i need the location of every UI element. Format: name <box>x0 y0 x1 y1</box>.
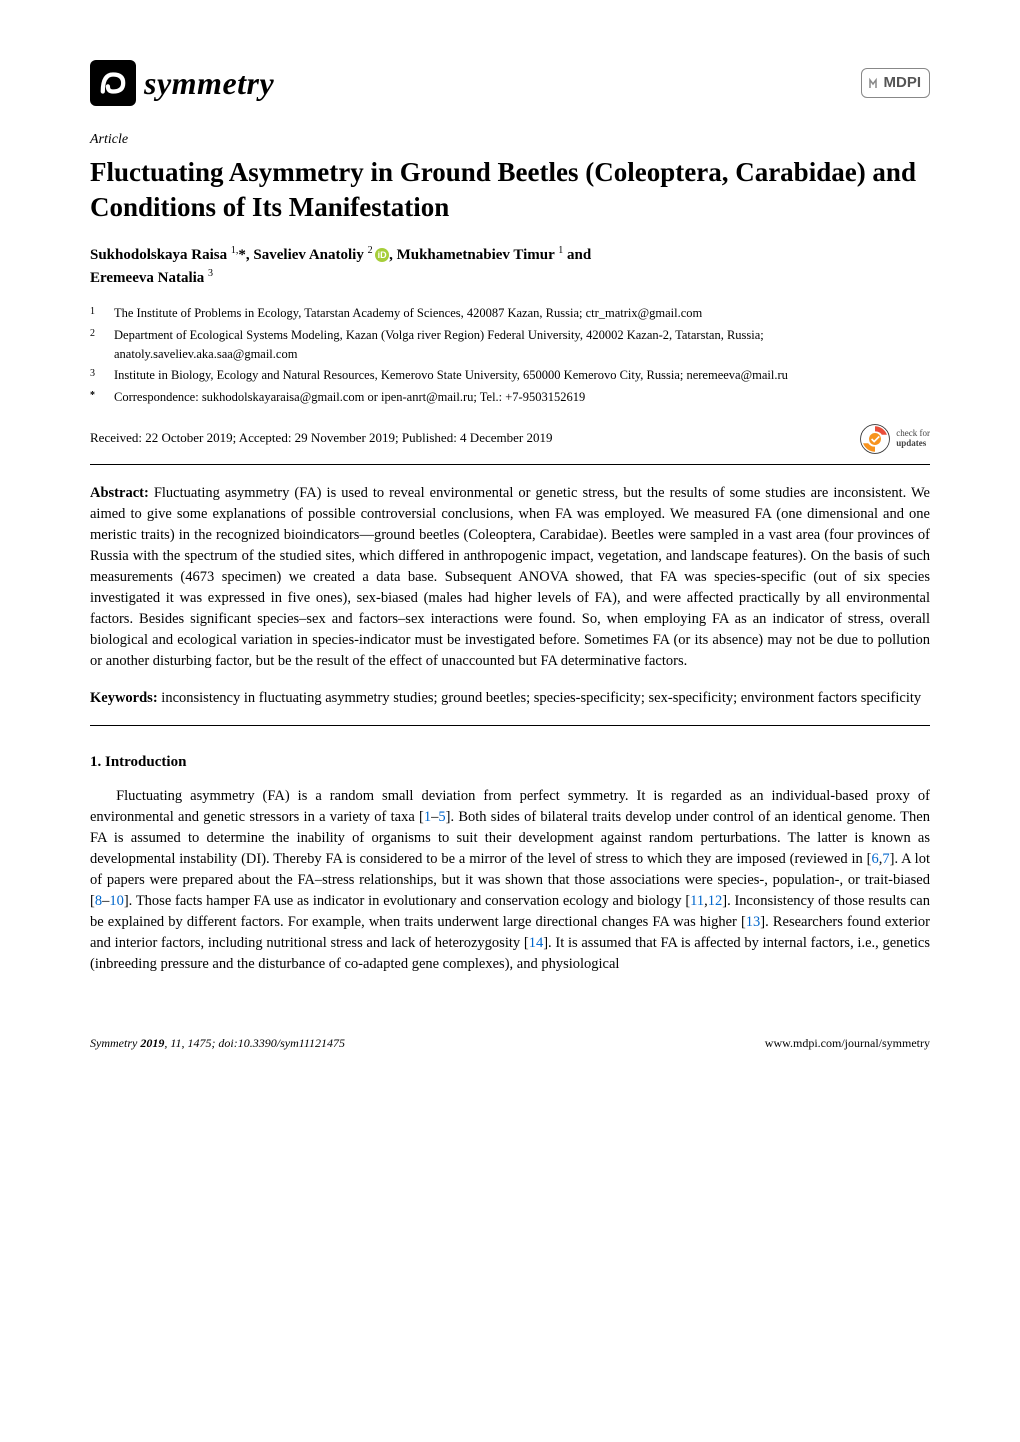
affiliation-1: 1 The Institute of Problems in Ecology, … <box>90 304 930 324</box>
affiliation-marker: 3 <box>90 368 95 379</box>
keywords-text: inconsistency in fluctuating asymmetry s… <box>158 690 921 706</box>
affiliation-text: The Institute of Problems in Ecology, Ta… <box>114 304 930 324</box>
citation-link[interactable]: 8 <box>95 893 102 909</box>
authors-and: and <box>563 247 591 263</box>
citation-link[interactable]: 14 <box>529 935 544 951</box>
check-updates-icon <box>858 422 892 456</box>
footer-citation: Symmetry 2019, 11, 1475; doi:10.3390/sym… <box>90 1035 345 1052</box>
page-footer: Symmetry 2019, 11, 1475; doi:10.3390/sym… <box>90 1035 930 1052</box>
article-title: Fluctuating Asymmetry in Ground Beetles … <box>90 155 930 225</box>
citation-link[interactable]: 12 <box>708 893 723 909</box>
check-for-updates[interactable]: check for updates <box>858 422 930 456</box>
citation-link[interactable]: 5 <box>438 809 445 825</box>
symmetry-logo-icon <box>90 60 136 106</box>
journal-name: symmetry <box>144 60 274 106</box>
author-4: Eremeeva Natalia <box>90 270 208 286</box>
dates-row: Received: 22 October 2019; Accepted: 29 … <box>90 422 930 465</box>
affiliation-text: Correspondence: sukhodolskayaraisa@gmail… <box>114 388 930 407</box>
affiliation-marker: 2 <box>90 328 95 339</box>
citation-link[interactable]: 6 <box>871 851 878 867</box>
affiliation-text: Department of Ecological Systems Modelin… <box>114 326 930 365</box>
mdpi-text: MDPI <box>884 72 922 94</box>
affiliations: 1 The Institute of Problems in Ecology, … <box>90 304 930 408</box>
abstract-label: Abstract: <box>90 485 149 501</box>
keywords: Keywords: inconsistency in fluctuating a… <box>90 688 930 709</box>
affiliation-text: Institute in Biology, Ecology and Natura… <box>114 366 930 386</box>
author-2-sup: 2 <box>368 245 376 256</box>
citation-link[interactable]: 7 <box>882 851 889 867</box>
footer-url[interactable]: www.mdpi.com/journal/symmetry <box>765 1035 930 1052</box>
journal-logo: symmetry <box>90 60 274 106</box>
affiliation-marker: 1 <box>90 306 95 317</box>
check-updates-label: check for updates <box>896 429 930 449</box>
author-1: Sukhodolskaya Raisa <box>90 247 231 263</box>
authors: Sukhodolskaya Raisa 1,*, Saveliev Anatol… <box>90 243 930 290</box>
orcid-icon[interactable]: iD <box>375 248 389 262</box>
affiliation-marker: * <box>90 390 95 401</box>
affiliation-3: 3 Institute in Biology, Ecology and Natu… <box>90 366 930 386</box>
body-paragraph: Fluctuating asymmetry (FA) is a random s… <box>90 786 930 975</box>
abstract-text: Fluctuating asymmetry (FA) is used to re… <box>90 485 930 669</box>
author-2: Saveliev Anatoliy <box>253 247 367 263</box>
abstract: Abstract: Fluctuating asymmetry (FA) is … <box>90 483 930 672</box>
page-header: symmetry MDPI <box>90 60 930 106</box>
mdpi-icon <box>868 76 882 90</box>
section-heading-introduction: 1. Introduction <box>90 752 930 774</box>
publication-dates: Received: 22 October 2019; Accepted: 29 … <box>90 429 552 448</box>
author-3: , Mukhametnabiev Timur <box>389 247 558 263</box>
affiliation-correspondence: * Correspondence: sukhodolskayaraisa@gma… <box>90 388 930 407</box>
citation-link[interactable]: 1 <box>424 809 431 825</box>
section-divider <box>90 725 930 726</box>
citation-link[interactable]: 11 <box>690 893 704 909</box>
keywords-label: Keywords: <box>90 690 158 706</box>
mdpi-logo: MDPI <box>861 68 931 98</box>
author-1-star: *, <box>238 247 253 263</box>
citation-link[interactable]: 10 <box>109 893 124 909</box>
author-4-sup: 3 <box>208 268 213 279</box>
citation-link[interactable]: 13 <box>746 914 761 930</box>
article-type: Article <box>90 130 930 150</box>
affiliation-2: 2 Department of Ecological Systems Model… <box>90 326 930 365</box>
